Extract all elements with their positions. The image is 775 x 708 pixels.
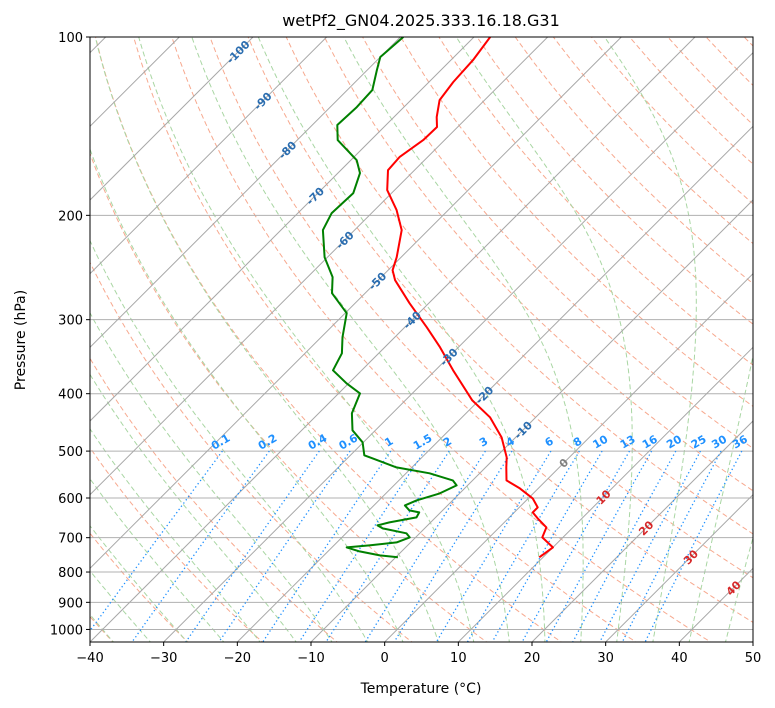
axis-ticks: −40 −30 −20 −10 0 10 20 30 40 50 100 200 300 400 500 60… <box>50 31 761 666</box>
dry-adiabat-line <box>171 37 712 642</box>
isotherm-line <box>531 420 753 642</box>
dry-adiabat-line <box>90 152 488 642</box>
y-tick-label: 900 <box>58 596 83 611</box>
mixing-ratio-line <box>325 450 450 642</box>
axes-frame <box>89 36 754 643</box>
x-tick-label: 0 <box>381 651 389 666</box>
isotherm-line <box>236 125 753 642</box>
moist-adiabat-line <box>90 477 225 642</box>
dewpoint-profile-line <box>321 37 458 559</box>
temperature-profile-line <box>386 37 554 559</box>
dry-adiabat-line <box>476 37 753 325</box>
moist-adiabat-line <box>90 373 297 642</box>
y-tick-label: 500 <box>58 445 83 460</box>
x-tick-label: 40 <box>671 651 688 666</box>
y-axis-label: Pressure (hPa) <box>13 290 29 390</box>
mixing-ratio-line <box>466 450 580 642</box>
isotherm-line <box>90 37 696 642</box>
x-tick-label: 10 <box>450 651 467 666</box>
dry-adiabat-line <box>438 37 753 366</box>
y-tick-label: 100 <box>58 31 83 46</box>
isotherm-line <box>605 493 753 642</box>
isotherm-line <box>384 272 753 642</box>
plot-area <box>90 37 753 642</box>
mixing-ratio-line <box>621 450 722 642</box>
mixing-ratio-line <box>572 450 677 642</box>
y-tick-label: 800 <box>58 566 83 581</box>
isotherm-line <box>90 37 549 496</box>
isotherm-line <box>90 37 475 422</box>
x-tick-label: −40 <box>76 651 103 666</box>
chart-title: wetPf2_GN04.2025.333.16.18.G31 <box>282 11 560 31</box>
y-tick-label: 1000 <box>50 623 83 638</box>
x-tick-label: 30 <box>597 651 614 666</box>
y-tick-label: 400 <box>58 388 83 403</box>
mixing-ratio-line <box>393 450 513 642</box>
dry-adiabat-line <box>285 37 753 535</box>
moist-adiabat-line <box>94 37 439 642</box>
x-axis-label: Temperature (°C) <box>360 681 482 697</box>
moist-adiabat-line <box>90 427 261 642</box>
isotherm-line <box>90 37 622 570</box>
x-tick-label: −10 <box>297 651 324 666</box>
isotherm-line <box>310 199 753 642</box>
mixing-ratio-line <box>644 450 743 642</box>
y-tick-label: 200 <box>58 209 83 224</box>
isotherm-line <box>90 37 254 201</box>
dry-adiabat-line <box>95 37 563 642</box>
moist-adiabat-line <box>90 147 404 642</box>
mixing-ratio-line <box>262 450 392 642</box>
mixing-ratio-line <box>298 450 425 642</box>
isotherm-line <box>90 37 401 349</box>
mixing-ratio-line <box>491 450 603 642</box>
x-tick-label: −20 <box>224 651 251 666</box>
x-tick-label: 50 <box>745 651 762 666</box>
dry-adiabat-line <box>362 37 753 449</box>
dry-adiabat-line <box>90 446 264 642</box>
x-tick-label: −30 <box>150 651 177 666</box>
isotherm-line <box>457 346 753 642</box>
y-tick-label: 300 <box>58 314 83 329</box>
x-tick-label: 20 <box>524 651 541 666</box>
isotherm-line <box>90 37 328 275</box>
mixing-ratio-line <box>364 450 486 642</box>
y-tick-label: 600 <box>58 492 83 507</box>
mixing-ratio-line <box>131 450 270 642</box>
isotherm-line <box>163 51 753 642</box>
dry-adiabat-line <box>90 357 338 642</box>
dry-adiabat-line <box>323 37 753 492</box>
y-tick-label: 700 <box>58 532 83 547</box>
